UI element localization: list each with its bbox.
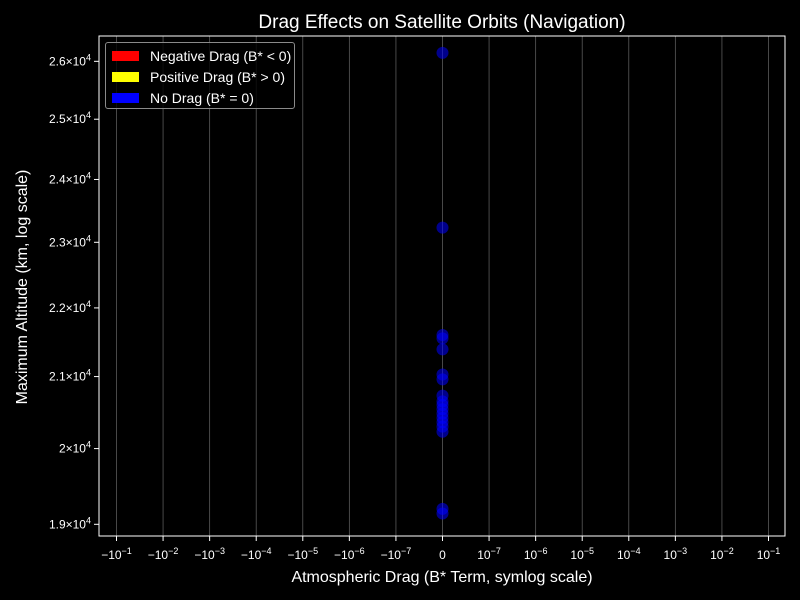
x-axis-label: Atmospheric Drag (B* Term, symlog scale) [291, 569, 592, 586]
y-axis-label: Maximum Altitude (km, log scale) [14, 170, 31, 405]
data-point [436, 46, 449, 59]
legend-swatch-blue [112, 93, 139, 103]
x-tick-label: −10−4 [241, 546, 272, 562]
legend-item-no-drag: No Drag (B* = 0) [112, 90, 254, 106]
x-tick-label: −10−2 [148, 546, 179, 562]
data-point [436, 343, 449, 356]
y-axis: 1.9×104 2×104 2.1×104 2.2×104 2.3×104 2.4×104… [49, 52, 99, 531]
legend-swatch-yellow [112, 72, 139, 82]
legend-item-positive-drag: Positive Drag (B* > 0) [112, 69, 285, 85]
y-tick-label: 2.1×104 [49, 368, 91, 384]
data-point [436, 507, 449, 520]
legend-swatch-red [112, 51, 139, 61]
y-tick-label: 2.2×104 [49, 299, 91, 315]
data-point [436, 332, 449, 345]
legend-item-negative-drag: Negative Drag (B* < 0) [112, 48, 291, 64]
data-points [436, 46, 449, 520]
x-tick-label: −10−7 [381, 546, 412, 562]
x-tick-label: 10−3 [664, 546, 688, 562]
y-tick-label: 2.5×104 [49, 110, 91, 126]
grid [116, 36, 769, 536]
x-axis: −10−1 −10−2 −10−3 −10−4 −10−5 −10−6 −10−7 0 10−7… [101, 536, 780, 562]
y-tick-label: 1.9×104 [49, 515, 91, 531]
chart-title: Drag Effects on Satellite Orbits (Naviga… [258, 12, 625, 33]
x-tick-label: 10−5 [570, 546, 594, 562]
y-tick-label: 2.6×104 [49, 52, 91, 68]
x-tick-label: 10−6 [524, 546, 548, 562]
y-tick-label: 2.3×104 [49, 233, 91, 249]
x-tick-label: 10−7 [477, 546, 501, 562]
x-tick-label: −10−5 [287, 546, 318, 562]
x-tick-label: −10−1 [101, 546, 132, 562]
x-tick-label: −10−3 [194, 546, 225, 562]
x-tick-label: 10−4 [617, 546, 641, 562]
x-tick-label: 0 [439, 548, 446, 562]
x-tick-label: −10−6 [334, 546, 365, 562]
data-point [436, 373, 449, 386]
legend: Negative Drag (B* < 0) Positive Drag (B*… [105, 42, 295, 109]
data-point [436, 221, 449, 234]
legend-label: Positive Drag (B* > 0) [150, 69, 285, 85]
data-point [436, 425, 449, 438]
x-tick-label: 10−2 [710, 546, 734, 562]
x-tick-label: 10−1 [757, 546, 781, 562]
y-tick-label: 2.4×104 [49, 170, 91, 186]
legend-label: Negative Drag (B* < 0) [150, 48, 292, 64]
legend-label: No Drag (B* = 0) [150, 90, 254, 106]
y-tick-label: 2×104 [59, 440, 91, 456]
